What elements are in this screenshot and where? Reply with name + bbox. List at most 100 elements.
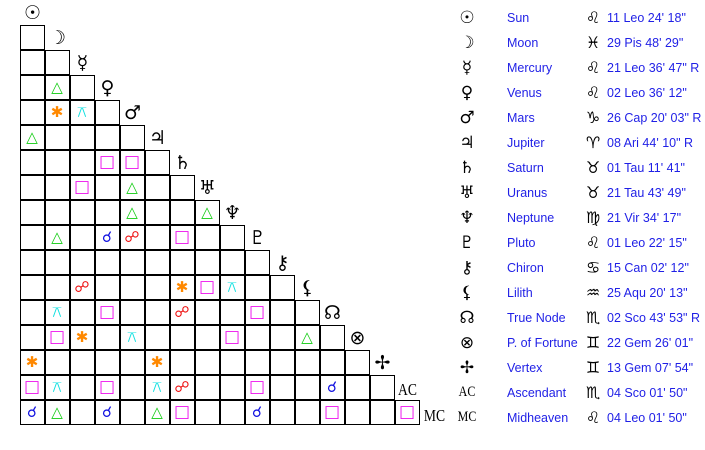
aspect-cell: ☌ [19, 399, 45, 425]
trine-icon: △ [51, 227, 63, 246]
aspect-cell: ☍ [169, 299, 195, 325]
aspect-cell [44, 149, 70, 175]
aspect-cell [19, 299, 45, 325]
aspect-cell: △ [19, 124, 45, 150]
aspect-cell [94, 274, 120, 300]
aspect-cell [269, 274, 295, 300]
aspect-cell [94, 124, 120, 150]
planet-name: Neptune [507, 210, 555, 225]
aspect-cell [69, 299, 95, 325]
square-icon: □ [98, 301, 116, 322]
zodiac-sign-icon: ♌ [585, 233, 601, 252]
aspect-cell: ☌ [244, 399, 270, 425]
planet-name: P. of Fortune [507, 335, 578, 350]
aspect-cell [94, 199, 120, 225]
planet-name: Pluto [507, 235, 536, 250]
planet-position: 04 Leo 01' 50" [607, 410, 687, 425]
aspect-cell [194, 299, 220, 325]
legend-moon-icon: ☽ [459, 32, 475, 53]
aspect-cell [244, 324, 270, 350]
planet-name: Uranus [507, 185, 548, 200]
aspect-cell [19, 224, 45, 250]
quincunx-icon: ⚻ [127, 327, 137, 346]
trine-icon: △ [151, 402, 163, 421]
legend-fortune-icon: ⊗ [459, 332, 475, 353]
aspect-cell: □ [219, 324, 245, 350]
quincunx-icon: ⚻ [52, 377, 62, 396]
planet-position: 26 Cap 20' 03" R [607, 110, 702, 125]
aspect-cell [269, 349, 295, 375]
zodiac-sign-icon: ♌ [585, 8, 601, 27]
trine-icon: △ [126, 202, 138, 221]
aspect-cell [119, 249, 145, 275]
planet-position: 02 Sco 43' 53" R [607, 310, 700, 325]
aspect-cell [69, 249, 95, 275]
aspect-cell [219, 374, 245, 400]
aspect-cell [69, 124, 95, 150]
conjunction-icon: ☌ [101, 227, 113, 246]
aspect-cell [69, 224, 95, 250]
aspect-cell: △ [119, 199, 145, 225]
aspect-cell [194, 224, 220, 250]
aspect-cell [19, 324, 45, 350]
aspect-cell [144, 249, 170, 275]
aspect-cell [94, 99, 120, 125]
legend-jupiter-icon: ♃ [459, 132, 475, 153]
planet-position: 13 Gem 07' 54" [607, 360, 694, 375]
aspect-cell [344, 349, 370, 375]
aspect-cell [144, 274, 170, 300]
aspect-cell: □ [69, 174, 95, 200]
quincunx-icon: ⚻ [152, 377, 162, 396]
aspect-cell [19, 49, 45, 75]
sun-icon: ☉ [23, 2, 42, 24]
aspect-cell [194, 349, 220, 375]
legend-uranus-icon: ♅ [459, 182, 475, 203]
uranus-icon: ♅ [198, 177, 217, 199]
aspect-cell [219, 249, 245, 275]
aspect-cell [94, 249, 120, 275]
legend-ascendant-icon: AC [458, 384, 476, 400]
aspect-cell [119, 274, 145, 300]
square-icon: □ [173, 226, 191, 247]
square-icon: □ [223, 326, 241, 347]
aspect-cell [19, 199, 45, 225]
trine-icon: △ [26, 127, 38, 146]
aspect-cell [194, 249, 220, 275]
planet-name: Midheaven [507, 410, 569, 425]
square-icon: □ [198, 276, 216, 297]
aspect-grid: ☉ ☽ ☿ ♀ △ ♂ ✱ ⚻ ♃ △ ♄ □ □ ♅ □ △ ♆ △ △ ♇ △ ☌ ☍ □ ⚷ ⚸ ☍ ✱ □ ⚻ ☊ ⚻ □ ☍ □ ⊗ □ ✱ ⚻ □… [19, 2, 445, 425]
zodiac-sign-icon: ♌ [585, 58, 601, 77]
aspect-cell: ✱ [144, 349, 170, 375]
planet-position: 01 Leo 22' 15" [607, 235, 687, 250]
aspect-cell [169, 349, 195, 375]
aspect-cell [344, 399, 370, 425]
square-icon: □ [398, 401, 416, 422]
aspect-cell [119, 124, 145, 150]
square-icon: □ [173, 401, 191, 422]
aspect-cell: ✱ [69, 324, 95, 350]
aspect-cell [119, 349, 145, 375]
zodiac-sign-icon: ♈ [585, 133, 601, 152]
aspect-cell [69, 374, 95, 400]
legend-pluto-icon: ♇ [459, 232, 475, 253]
aspect-cell [144, 149, 170, 175]
sextile-icon: ✱ [50, 102, 64, 121]
opposition-icon: ☍ [174, 302, 190, 321]
venus-icon: ♀ [100, 77, 115, 99]
legend-mars-icon: ♂ [459, 107, 475, 128]
aspect-cell [244, 349, 270, 375]
aspect-cell [19, 74, 45, 100]
opposition-icon: ☍ [174, 377, 190, 396]
aspect-cell [94, 174, 120, 200]
aspect-cell [294, 374, 320, 400]
square-icon: □ [123, 151, 141, 172]
sextile-icon: ✱ [25, 352, 39, 371]
mars-icon: ♂ [123, 102, 142, 124]
aspect-cell [219, 299, 245, 325]
planet-position: 15 Can 02' 12" [607, 260, 689, 275]
zodiac-sign-icon: ♊ [585, 358, 601, 377]
aspect-cell [144, 174, 170, 200]
zodiac-sign-icon: ♍ [585, 208, 601, 227]
aspect-cell [69, 74, 95, 100]
aspect-cell: △ [44, 74, 70, 100]
